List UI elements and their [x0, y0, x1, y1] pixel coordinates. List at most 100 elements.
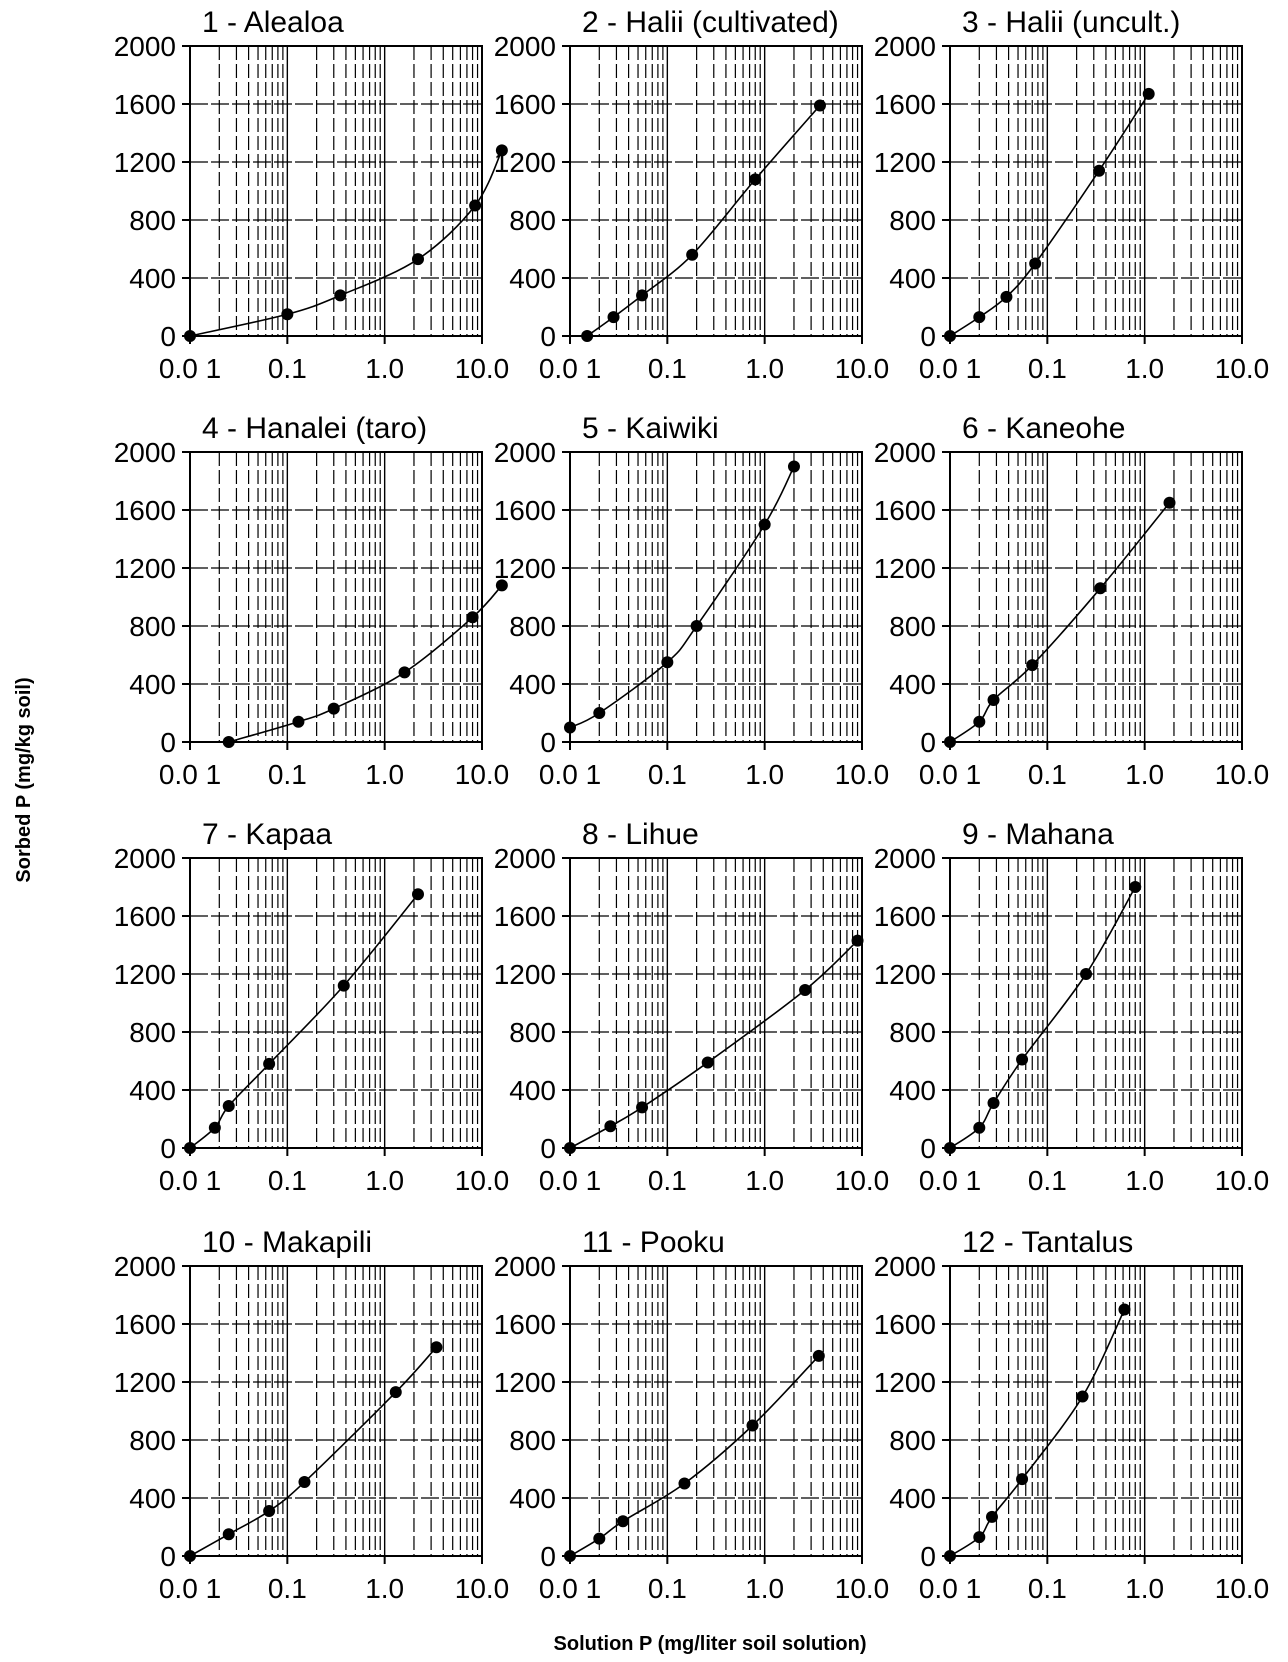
x-tick-label: 10.0	[455, 1573, 510, 1604]
data-point	[944, 330, 956, 342]
data-point	[337, 979, 350, 992]
data-point	[636, 1101, 649, 1114]
series-line	[189, 893, 419, 1149]
data-point	[758, 518, 771, 531]
data-point	[564, 1550, 576, 1562]
panel-2: 0 400 800 1200 1600 2000 0.0 1 0.1 1.0 10.0 2 - Ha…	[494, 6, 890, 384]
x-tick-label: 0.0 1	[159, 1165, 221, 1196]
y-tick-label: 2000	[494, 843, 556, 874]
y-tick-label: 1200	[494, 147, 556, 178]
panel-title: 5 - Kaiwiki	[582, 412, 719, 445]
y-tick-label: 1600	[494, 1309, 556, 1340]
x-tick-label: 1.0	[1125, 1165, 1164, 1196]
y-tick-label: 2000	[494, 437, 556, 468]
y-tick-label: 1600	[874, 495, 936, 526]
x-tick-label: 10.0	[1215, 1165, 1270, 1196]
x-tick-label: 1.0	[745, 1573, 784, 1604]
y-tick-label: 1200	[494, 959, 556, 990]
data-point	[495, 144, 508, 157]
y-tick-label: 0	[920, 1541, 936, 1572]
x-tick-label: 0.0 1	[919, 1165, 981, 1196]
data-point	[389, 1386, 402, 1399]
y-tick-label: 0	[160, 1541, 176, 1572]
y-tick-label: 400	[129, 669, 176, 700]
data-point	[1129, 881, 1142, 893]
data-point	[1142, 87, 1155, 100]
data-point	[334, 289, 347, 302]
data-point	[973, 715, 986, 728]
data-point	[701, 1056, 714, 1069]
data-point	[564, 1142, 576, 1154]
data-point	[398, 666, 411, 679]
x-tick-label: 0.1	[648, 1573, 687, 1604]
y-tick-label: 1200	[114, 553, 176, 584]
y-tick-label: 0	[540, 727, 556, 758]
y-tick-label: 400	[889, 263, 936, 294]
y-tick-label: 1200	[874, 1367, 936, 1398]
y-tick-label: 800	[509, 1017, 556, 1048]
data-point	[411, 253, 424, 266]
data-point	[411, 888, 424, 901]
panel-11: 0 400 800 1200 1600 2000 0.0 1 0.1 1.0 10.0 11 - P…	[494, 1226, 890, 1604]
data-point	[851, 934, 864, 947]
y-tick-label: 1600	[494, 89, 556, 120]
panel-1: 0 400 800 1200 1600 2000 0.0 1 0.1 1.0 10.0 1 - Al…	[114, 6, 510, 384]
panels-group: 0 400 800 1200 1600 2000 0.0 1 0.1 1.0 10.0 1 - Al…	[114, 6, 1270, 1604]
y-tick-label: 800	[129, 205, 176, 236]
data-point	[222, 1528, 235, 1541]
x-tick-label: 1.0	[365, 353, 404, 384]
data-point	[985, 1510, 998, 1523]
panel-10: 0 400 800 1200 1600 2000 0.0 1 0.1 1.0 10.0 10 - M…	[114, 1226, 510, 1604]
x-tick-label: 0.1	[1028, 1573, 1067, 1604]
y-tick-label: 1600	[874, 901, 936, 932]
plot-frame	[189, 1265, 483, 1557]
data-point	[495, 579, 508, 592]
panel-12: 0 400 800 1200 1600 2000 0.0 1 0.1 1.0 10.0 12 - T…	[874, 1226, 1270, 1604]
y-tick-label: 1600	[874, 1309, 936, 1340]
x-tick-label: 10.0	[1215, 1573, 1270, 1604]
data-point	[973, 1121, 986, 1134]
y-tick-label: 2000	[494, 31, 556, 62]
data-point	[987, 693, 1000, 706]
plot-frame	[949, 45, 1243, 337]
y-tick-label: 1200	[494, 1367, 556, 1398]
data-point	[787, 460, 800, 473]
x-tick-label: 1.0	[745, 759, 784, 790]
x-tick-label: 10.0	[835, 353, 890, 384]
x-tick-label: 1.0	[745, 353, 784, 384]
y-tick-label: 0	[920, 1133, 936, 1164]
y-tick-label: 0	[920, 727, 936, 758]
panel-4: 0 400 800 1200 1600 2000 0.0 1 0.1 1.0 10.0 4 - Ha…	[114, 412, 510, 790]
series-line	[189, 1346, 437, 1557]
y-tick-label: 2000	[874, 437, 936, 468]
data-point	[973, 311, 986, 324]
data-point	[678, 1477, 691, 1490]
y-tick-label: 1200	[114, 959, 176, 990]
panel-title: 8 - Lihue	[582, 818, 699, 851]
data-point	[184, 330, 196, 342]
data-point	[987, 1097, 1000, 1110]
x-tick-label: 1.0	[1125, 1573, 1164, 1604]
y-tick-label: 800	[509, 611, 556, 642]
panel-title: 9 - Mahana	[962, 818, 1114, 851]
panel-title: 6 - Kaneohe	[962, 412, 1125, 445]
y-tick-label: 800	[129, 1425, 176, 1456]
data-point	[327, 702, 340, 715]
x-tick-label: 0.0 1	[159, 1573, 221, 1604]
y-tick-label: 1200	[114, 147, 176, 178]
x-tick-label: 0.1	[268, 1573, 307, 1604]
grid	[950, 858, 1242, 1148]
x-tick-label: 0.1	[1028, 353, 1067, 384]
data-point	[184, 1142, 196, 1154]
y-tick-label: 1600	[114, 1309, 176, 1340]
y-tick-label: 800	[889, 205, 936, 236]
panel-6: 0 400 800 1200 1600 2000 0.0 1 0.1 1.0 10.0 6 - Ka…	[874, 412, 1270, 790]
x-tick-label: 10.0	[455, 353, 510, 384]
y-axis-label: Sorbed P (mg/kg soil)	[13, 677, 35, 882]
y-tick-label: 2000	[114, 1251, 176, 1282]
data-point	[1118, 1303, 1131, 1316]
data-point	[746, 1419, 759, 1432]
y-tick-label: 400	[509, 1483, 556, 1514]
plot-frame	[949, 857, 1243, 1149]
